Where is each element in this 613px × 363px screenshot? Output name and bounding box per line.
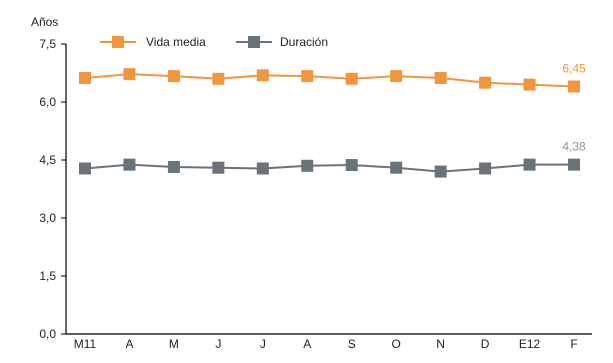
series-duracion: 4,38 (79, 140, 586, 178)
data-point (212, 72, 225, 85)
data-point (301, 70, 314, 83)
x-tick-label: J (260, 337, 266, 351)
legend-label: Duración (280, 35, 328, 49)
y-tick-label: 6,0 (39, 95, 56, 109)
x-tick-label: S (348, 337, 356, 351)
data-point (123, 68, 136, 81)
y-tick-label: 3,0 (39, 211, 56, 225)
data-point (479, 162, 492, 175)
data-point (568, 80, 580, 93)
x-tick-label: A (303, 337, 311, 351)
y-tick-label: 7,5 (39, 37, 56, 51)
data-point (479, 76, 492, 89)
data-point (390, 70, 403, 83)
series-line (84, 73, 575, 88)
x-tick-label: J (215, 337, 221, 351)
data-point (167, 160, 180, 173)
legend-label: Vida media (146, 35, 206, 49)
y-tick-label: 1,5 (39, 269, 56, 283)
legend-item: Duración (236, 35, 328, 49)
x-tick-label: F (570, 337, 577, 351)
data-point (79, 72, 91, 85)
data-point (390, 161, 403, 174)
data-point (79, 162, 91, 175)
data-point (212, 161, 225, 174)
series-line (84, 163, 574, 173)
y-tick-label: 4,5 (39, 153, 56, 167)
legend: Vida media Duración (100, 35, 328, 49)
series-vida-media: 6,45 (79, 62, 586, 93)
data-point (434, 72, 447, 85)
x-tick-label: D (481, 337, 490, 351)
data-point (301, 159, 314, 172)
x-tick-label: M (169, 337, 179, 351)
data-point (523, 78, 536, 91)
x-tick-label: O (392, 337, 401, 351)
end-value-label: 6,45 (562, 62, 586, 76)
data-point (345, 159, 358, 172)
data-point (345, 72, 358, 85)
x-axis: M11 A M J J A S O N D E12 F (66, 333, 592, 351)
y-axis-title: Años (31, 15, 58, 29)
end-value-label: 4,38 (562, 140, 586, 154)
data-point (523, 158, 536, 171)
x-tick-label: A (125, 337, 133, 351)
y-axis: 0,0 1,5 3,0 4,5 6,0 7,5 (39, 37, 67, 341)
data-point (568, 158, 580, 171)
data-point (167, 70, 180, 83)
x-tick-label: M11 (74, 337, 97, 351)
data-point (123, 158, 136, 171)
x-tick-label: N (436, 337, 445, 351)
y-tick-label: 0,0 (39, 327, 56, 341)
legend-marker (248, 36, 260, 48)
legend-marker (112, 36, 124, 48)
series-layer: 6,45 4,38 (79, 62, 586, 178)
legend-item: Vida media (100, 35, 206, 49)
x-tick-label: E12 (519, 337, 541, 351)
data-point (256, 69, 269, 82)
data-point (434, 165, 447, 178)
data-point (256, 162, 269, 175)
